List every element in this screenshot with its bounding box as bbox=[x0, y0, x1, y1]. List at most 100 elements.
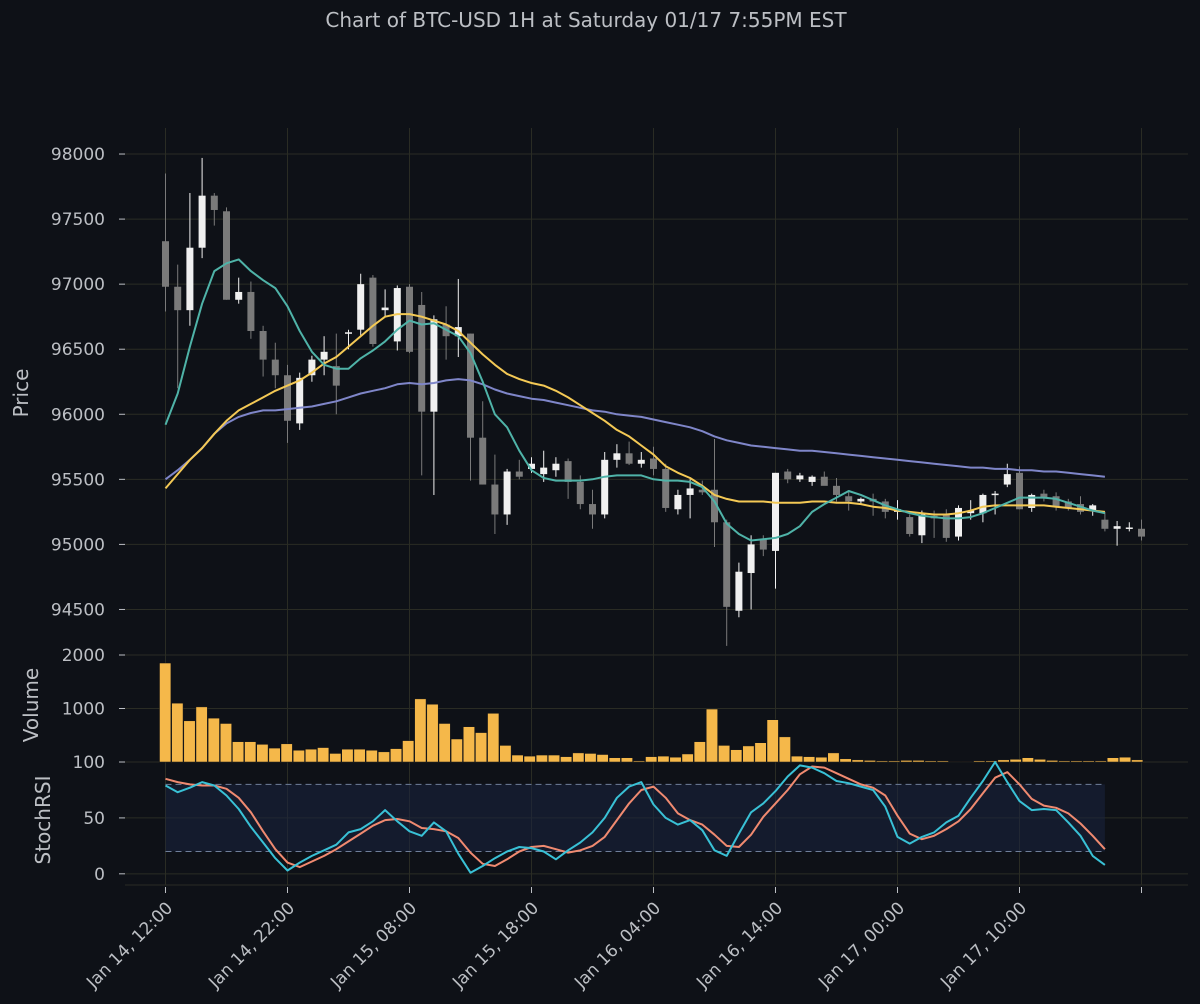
volume-bar bbox=[827, 752, 840, 763]
candle-body bbox=[613, 453, 621, 460]
candle-body bbox=[589, 504, 596, 515]
candle-body bbox=[174, 286, 182, 311]
candle-body bbox=[357, 284, 365, 330]
price-y-tick-label: 94500 bbox=[51, 600, 105, 620]
candle-body bbox=[296, 377, 304, 424]
volume-bar bbox=[1034, 759, 1046, 763]
volume-bar bbox=[754, 742, 767, 763]
volume-bar bbox=[1021, 757, 1034, 763]
candle-body bbox=[1003, 474, 1011, 485]
ma-fast-line bbox=[164, 258, 1106, 542]
candle-body bbox=[369, 277, 377, 345]
candle-body bbox=[759, 539, 767, 550]
candle-body bbox=[320, 351, 328, 360]
volume-y-tick-label: 1000 bbox=[62, 700, 105, 720]
volume-bar bbox=[791, 755, 803, 763]
candle-body bbox=[381, 307, 389, 311]
candle-body bbox=[223, 211, 230, 300]
candle-body bbox=[686, 488, 694, 495]
volume-bar bbox=[730, 749, 743, 763]
volume-bar bbox=[633, 760, 645, 763]
volume-bar bbox=[669, 756, 682, 763]
candle-body bbox=[601, 459, 609, 515]
volume-bar bbox=[487, 713, 500, 763]
volume-bar bbox=[183, 720, 196, 763]
volume-bar bbox=[608, 757, 621, 763]
candle-body bbox=[467, 333, 474, 438]
candle-body bbox=[955, 507, 962, 537]
candle-body bbox=[942, 514, 950, 538]
candle-body bbox=[1052, 496, 1060, 507]
volume-bar bbox=[499, 745, 512, 763]
stoch-y-tick-label: 0 bbox=[94, 865, 105, 885]
volume-bar bbox=[1094, 760, 1107, 763]
candle-body bbox=[650, 458, 657, 469]
volume-bar bbox=[645, 756, 658, 763]
volume-bar bbox=[207, 717, 220, 763]
candle-body bbox=[162, 241, 169, 287]
candle-body bbox=[674, 494, 682, 510]
volume-bar bbox=[900, 760, 913, 763]
price-y-tick-label: 97000 bbox=[51, 275, 105, 295]
candle-body bbox=[747, 544, 755, 574]
candle-body bbox=[845, 496, 853, 502]
volume-bar bbox=[961, 761, 974, 763]
volume-bar bbox=[985, 760, 998, 763]
volume-axis-label: Volume bbox=[19, 668, 43, 742]
volume-bar bbox=[912, 760, 925, 763]
candle-body bbox=[735, 571, 743, 611]
candle-body bbox=[796, 475, 804, 480]
volume-bar bbox=[851, 759, 864, 763]
volume-bar bbox=[1058, 760, 1071, 763]
candle-body bbox=[967, 510, 975, 514]
volume-bar bbox=[414, 698, 427, 763]
price-y-tick-label: 98000 bbox=[51, 145, 105, 165]
candle-body bbox=[1064, 501, 1072, 508]
volume-bar bbox=[1106, 757, 1119, 763]
volume-bar bbox=[171, 702, 184, 763]
volume-bar bbox=[450, 738, 463, 763]
volume-bar bbox=[693, 741, 706, 763]
volume-bar bbox=[548, 754, 560, 763]
volume-bar bbox=[803, 756, 816, 763]
candle-body bbox=[247, 291, 255, 331]
stoch-rsi-axis-label: StochRSI bbox=[31, 776, 55, 865]
volume-bar bbox=[511, 754, 524, 763]
candle-body bbox=[491, 484, 499, 515]
volume-bar bbox=[220, 723, 232, 763]
price-panel bbox=[162, 157, 1145, 646]
candle-body bbox=[271, 359, 279, 376]
volume-bar bbox=[1046, 760, 1059, 763]
candle-body bbox=[784, 471, 792, 480]
volume-bar bbox=[973, 760, 986, 763]
stoch-y-tick-label: 50 bbox=[83, 809, 105, 829]
volume-bar bbox=[232, 741, 245, 763]
price-y-tick-label: 95000 bbox=[51, 535, 105, 555]
candle-body bbox=[820, 476, 828, 486]
candle-body bbox=[1101, 519, 1109, 529]
candle-body bbox=[991, 493, 999, 496]
candle-body bbox=[637, 459, 645, 464]
volume-bar bbox=[815, 756, 828, 763]
volume-bar bbox=[681, 753, 694, 763]
candle-body bbox=[1077, 504, 1084, 512]
candle-body bbox=[918, 514, 926, 536]
volume-bar bbox=[329, 753, 342, 763]
price-y-tick-label: 95500 bbox=[51, 470, 105, 490]
stoch-d-line bbox=[165, 765, 1106, 869]
candle-body bbox=[198, 195, 206, 248]
volume-bar bbox=[390, 748, 403, 763]
candle-body bbox=[540, 467, 548, 475]
candle-body bbox=[332, 366, 340, 386]
volume-bar bbox=[766, 719, 779, 763]
volume-bar bbox=[426, 703, 439, 763]
volume-bar bbox=[159, 662, 172, 763]
volume-bar bbox=[742, 745, 755, 763]
price-y-tick-label: 97500 bbox=[51, 210, 105, 230]
candle-body bbox=[1089, 505, 1097, 511]
candle-body bbox=[406, 286, 413, 352]
volume-bar bbox=[244, 741, 257, 763]
volume-bar bbox=[718, 745, 731, 763]
volume-bar bbox=[438, 723, 451, 763]
